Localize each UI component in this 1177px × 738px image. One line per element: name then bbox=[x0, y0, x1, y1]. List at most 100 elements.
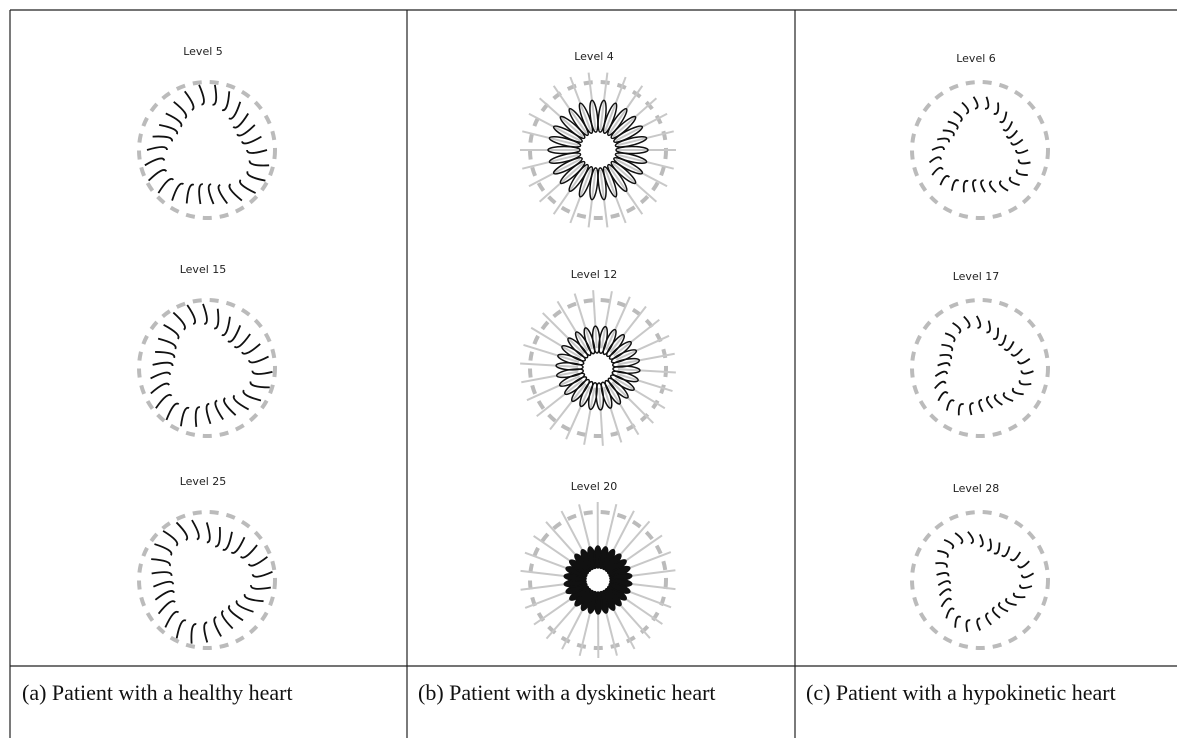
motion-mark bbox=[995, 395, 1003, 405]
motion-mark bbox=[940, 589, 951, 595]
motion-mark bbox=[218, 185, 227, 204]
motion-mark bbox=[959, 404, 964, 415]
outer-contour bbox=[139, 82, 275, 218]
motion-mark bbox=[151, 373, 171, 379]
motion-mark bbox=[234, 334, 250, 347]
motion-mark bbox=[165, 612, 178, 628]
motion-mark bbox=[937, 138, 949, 142]
motion-mark bbox=[158, 339, 176, 349]
motion-mark bbox=[977, 316, 981, 328]
motion-mark bbox=[974, 97, 978, 109]
motion-mark bbox=[247, 150, 267, 153]
motion-mark bbox=[964, 317, 970, 328]
motion-mark bbox=[993, 328, 998, 339]
motion-mark bbox=[937, 551, 948, 558]
motion-mark bbox=[199, 184, 203, 204]
motion-mark bbox=[237, 125, 255, 136]
motion-mark bbox=[940, 355, 952, 359]
level-label: Level 25 bbox=[180, 475, 227, 488]
motion-mark bbox=[955, 533, 962, 544]
motion-mark bbox=[966, 620, 970, 632]
motion-mark bbox=[236, 601, 253, 612]
motion-mark bbox=[163, 531, 177, 546]
motion-mark bbox=[155, 352, 174, 358]
motion-mark bbox=[994, 542, 1000, 553]
level-label: Level 4 bbox=[574, 50, 614, 63]
motion-mark bbox=[253, 572, 273, 577]
motion-mark bbox=[245, 594, 264, 601]
motion-mark bbox=[948, 121, 958, 129]
motion-mark bbox=[149, 170, 167, 181]
motion-mark bbox=[937, 573, 949, 576]
motion-mark bbox=[947, 400, 954, 410]
motion-mark bbox=[935, 563, 947, 567]
motion-mark bbox=[1013, 388, 1024, 394]
motion-mark bbox=[1022, 573, 1034, 577]
motion-glyph bbox=[139, 82, 275, 218]
motion-mark bbox=[158, 179, 173, 193]
motion-mark bbox=[229, 102, 240, 119]
motion-mark bbox=[1002, 546, 1010, 556]
motion-mark bbox=[940, 176, 949, 185]
motion-mark bbox=[241, 545, 257, 558]
motion-mark bbox=[941, 599, 951, 607]
motion-mark bbox=[1000, 112, 1007, 123]
motion-mark bbox=[1000, 181, 1008, 191]
motion-mark bbox=[212, 85, 216, 105]
motion-mark bbox=[196, 407, 200, 427]
motion-mark bbox=[990, 181, 996, 192]
motion-mark bbox=[994, 103, 999, 115]
motion-mark bbox=[932, 168, 943, 175]
motion-mark bbox=[214, 309, 218, 329]
motion-mark bbox=[151, 384, 169, 394]
motion-mark bbox=[938, 363, 950, 366]
motion-mark bbox=[1019, 160, 1031, 164]
motion-mark bbox=[153, 136, 173, 141]
motion-glyph bbox=[521, 502, 676, 658]
motion-mark bbox=[938, 392, 947, 401]
motion-mark bbox=[215, 527, 220, 547]
motion-mark bbox=[987, 539, 991, 551]
motion-mark bbox=[155, 591, 174, 600]
motion-mark bbox=[1018, 359, 1030, 364]
motion-mark bbox=[964, 181, 969, 193]
motion-mark bbox=[1010, 177, 1020, 185]
motion-mark bbox=[203, 304, 207, 324]
motion-mark bbox=[224, 398, 236, 415]
motion-mark bbox=[970, 403, 974, 415]
motion-mark bbox=[159, 125, 177, 134]
motion-mark bbox=[243, 390, 261, 400]
motion-mark bbox=[192, 520, 199, 539]
level-label: Level 20 bbox=[571, 480, 618, 493]
motion-mark bbox=[1020, 585, 1032, 588]
motion-mark bbox=[209, 184, 214, 204]
figure-page: Level 5Level 15Level 25Level 4Level 12Le… bbox=[0, 0, 1177, 738]
motion-mark bbox=[935, 382, 946, 389]
level-label: Level 28 bbox=[953, 482, 1000, 495]
motion-mark bbox=[240, 180, 256, 193]
motion-mark bbox=[199, 85, 204, 105]
motion-mark bbox=[1011, 139, 1023, 144]
motion-mark bbox=[204, 622, 207, 642]
motion-mark bbox=[156, 395, 172, 408]
motion-glyph bbox=[912, 300, 1048, 436]
motion-mark bbox=[228, 325, 240, 341]
motion-mark bbox=[229, 184, 242, 200]
motion-glyph bbox=[520, 290, 676, 446]
motion-mark bbox=[1016, 150, 1028, 153]
motion-mark bbox=[1004, 393, 1014, 401]
motion-mark bbox=[998, 335, 1005, 345]
motion-mark bbox=[242, 137, 261, 144]
caption: (b) Patient with a dyskinetic heart bbox=[418, 676, 763, 709]
motion-mark bbox=[1011, 349, 1022, 356]
motion-mark bbox=[938, 581, 950, 585]
caption: (c) Patient with a hypokinetic heart bbox=[806, 676, 1172, 709]
level-label: Level 6 bbox=[956, 52, 996, 65]
motion-mark bbox=[932, 147, 944, 150]
motion-mark bbox=[953, 323, 961, 333]
motion-mark bbox=[153, 363, 173, 366]
motion-mark bbox=[233, 113, 248, 127]
motion-mark bbox=[977, 618, 980, 630]
motion-mark bbox=[187, 305, 195, 324]
motion-mark bbox=[222, 611, 233, 629]
